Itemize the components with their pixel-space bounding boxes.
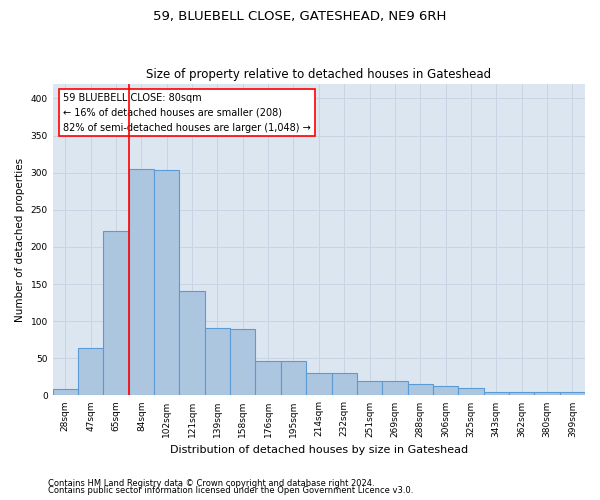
Text: Contains HM Land Registry data © Crown copyright and database right 2024.: Contains HM Land Registry data © Crown c… — [48, 478, 374, 488]
Bar — [509, 392, 535, 396]
Text: Contains public sector information licensed under the Open Government Licence v3: Contains public sector information licen… — [48, 486, 413, 495]
Bar — [484, 392, 509, 396]
Bar — [129, 169, 154, 396]
Bar — [382, 380, 407, 396]
Bar — [407, 384, 433, 396]
Bar — [560, 392, 585, 396]
Bar — [103, 230, 129, 396]
Bar — [458, 388, 484, 396]
Bar — [53, 390, 78, 396]
Bar — [433, 386, 458, 396]
Bar — [154, 170, 179, 396]
X-axis label: Distribution of detached houses by size in Gateshead: Distribution of detached houses by size … — [170, 445, 468, 455]
Bar — [535, 392, 560, 396]
Title: Size of property relative to detached houses in Gateshead: Size of property relative to detached ho… — [146, 68, 491, 81]
Bar — [281, 360, 306, 396]
Bar — [230, 328, 256, 396]
Bar — [179, 292, 205, 396]
Bar — [357, 380, 382, 396]
Bar — [256, 360, 281, 396]
Bar — [332, 373, 357, 396]
Text: 59, BLUEBELL CLOSE, GATESHEAD, NE9 6RH: 59, BLUEBELL CLOSE, GATESHEAD, NE9 6RH — [154, 10, 446, 23]
Bar — [306, 373, 332, 396]
Bar — [205, 328, 230, 396]
Y-axis label: Number of detached properties: Number of detached properties — [15, 158, 25, 322]
Text: 59 BLUEBELL CLOSE: 80sqm
← 16% of detached houses are smaller (208)
82% of semi-: 59 BLUEBELL CLOSE: 80sqm ← 16% of detach… — [64, 93, 311, 132]
Bar — [78, 348, 103, 396]
